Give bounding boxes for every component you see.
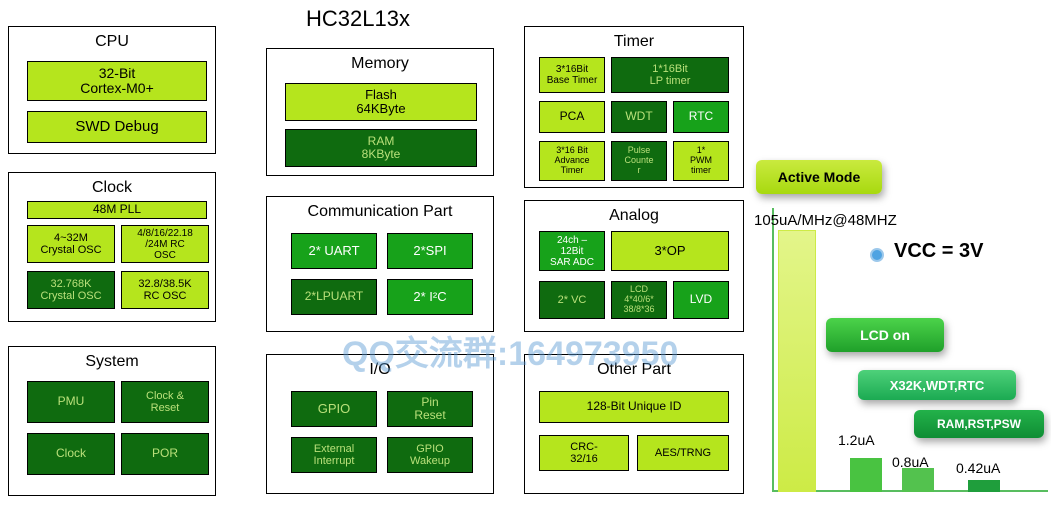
cell-comm-1: 2*SPI [387, 233, 473, 269]
bar-ram [968, 480, 1000, 492]
cell-comm-0: 2* UART [291, 233, 377, 269]
cell-clock-2: 4/8/16/22.18/24M RCOSC [121, 225, 209, 263]
panel-title-timer: Timer [525, 33, 743, 51]
legend-pill-2: X32K,WDT,RTC [858, 370, 1016, 400]
panel-timer: Timer 3*16BitBase Timer1*16BitLP timerPCA… [524, 26, 744, 188]
cell-other-2: AES/TRNG [637, 435, 729, 471]
panel-cpu: CPU 32-BitCortex-M0+ SWD Debug [8, 26, 216, 154]
cell-timer-2: PCA [539, 101, 605, 133]
cell-clock-0: 48M PLL [27, 201, 207, 219]
cell-analog-1: 3*OP [611, 231, 729, 271]
panel-title-system: System [9, 353, 215, 371]
cell-system-1: Clock &Reset [121, 381, 209, 423]
bullet-icon [870, 248, 884, 262]
power-caption: 105uA/MHz@48MHZ [754, 212, 897, 229]
panel-analog: Analog 24ch –12BitSAR ADC3*OP2* VCLCD4*40… [524, 200, 744, 332]
panel-title-clock: Clock [9, 179, 215, 197]
cell-clock-4: 32.8/38.5KRC OSC [121, 271, 209, 309]
cell-memory-0: Flash64KByte [285, 83, 477, 121]
bar-label-ram: 0.42uA [956, 460, 1000, 476]
cell-analog-2: 2* VC [539, 281, 605, 319]
cell-other-1: CRC-32/16 [539, 435, 629, 471]
cell-comm-3: 2* I²C [387, 279, 473, 315]
bar-label-x32k: 0.8uA [892, 454, 929, 470]
cell-timer-0: 3*16BitBase Timer [539, 57, 605, 93]
cell-analog-3: LCD4*40/6*38/8*36 [611, 281, 667, 319]
panel-clock: Clock 48M PLL 4~32MCrystal OSC4/8/16/22.18… [8, 172, 216, 322]
bar-lcd [850, 458, 882, 492]
legend-pill-3: RAM,RST,PSW [914, 410, 1044, 438]
cell-clock-1: 4~32MCrystal OSC [27, 225, 115, 263]
panel-title-cpu: CPU [9, 33, 215, 51]
panel-title-memory: Memory [267, 55, 493, 73]
cell-timer-6: PulseCounter [611, 141, 667, 181]
legend-pill-1: LCD on [826, 318, 944, 352]
panel-title-comm: Communication Part [267, 203, 493, 221]
cell-io-1: PinReset [387, 391, 473, 427]
cell-timer-7: 1*PWMtimer [673, 141, 729, 181]
bar-x32k [902, 468, 934, 492]
panel-system: System PMUClock &ResetClockPOR [8, 346, 216, 496]
panel-io: I/O GPIO PinReset ExternalInterrupt GPIOWake… [266, 354, 494, 494]
cell-timer-1: 1*16BitLP timer [611, 57, 729, 93]
bar-label-lcd: 1.2uA [838, 432, 875, 448]
cell-io-3: GPIOWakeup [387, 437, 473, 473]
cell-io-0: GPIO [291, 391, 377, 427]
cell-cpu-0: 32-BitCortex-M0+ [27, 61, 207, 101]
panel-title-io: I/O [267, 361, 493, 379]
panel-title-other: Other Part [525, 361, 743, 379]
vcc-label: VCC = 3V [894, 240, 983, 263]
panel-title-analog: Analog [525, 207, 743, 225]
chip-title: HC32L13x [306, 6, 410, 32]
cell-timer-5: 3*16 BitAdvanceTimer [539, 141, 605, 181]
cell-clock-3: 32.768KCrystal OSC [27, 271, 115, 309]
panel-memory: Memory Flash64KByte RAM8KByte [266, 48, 494, 176]
cell-other-0: 128-Bit Unique ID [539, 391, 729, 423]
cell-memory-1: RAM8KByte [285, 129, 477, 167]
bar-active [778, 230, 816, 492]
cell-analog-4: LVD [673, 281, 729, 319]
panel-other: Other Part 128-Bit Unique ID CRC-32/16AES/… [524, 354, 744, 494]
cell-system-2: Clock [27, 433, 115, 475]
panel-comm: Communication Part 2* UART 2*SPI 2*LPUART 2*… [266, 196, 494, 332]
cell-analog-0: 24ch –12BitSAR ADC [539, 231, 605, 271]
legend-pill-0: Active Mode [756, 160, 882, 194]
cell-timer-3: WDT [611, 101, 667, 133]
cell-timer-4: RTC [673, 101, 729, 133]
cell-io-2: ExternalInterrupt [291, 437, 377, 473]
cell-system-3: POR [121, 433, 209, 475]
cell-system-0: PMU [27, 381, 115, 423]
cell-cpu-1: SWD Debug [27, 111, 207, 143]
cell-comm-2: 2*LPUART [291, 279, 377, 315]
